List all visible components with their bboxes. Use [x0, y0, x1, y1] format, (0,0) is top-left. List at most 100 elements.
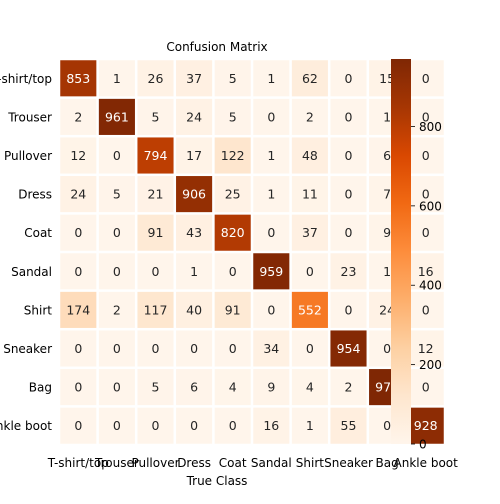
cell-value-label: 23 — [341, 264, 357, 279]
heatmap-cell — [253, 176, 290, 213]
heatmap-cell — [137, 407, 174, 444]
colorbar-tick-label: 800 — [419, 120, 442, 134]
heatmap-cell — [137, 291, 174, 328]
cell-value-label: 1 — [383, 109, 391, 124]
heatmap-cell — [291, 98, 328, 135]
colorbar-tick-label: 200 — [419, 358, 442, 372]
x-tick-label: Coat — [219, 456, 247, 470]
cell-value-label: 0 — [267, 302, 275, 317]
heatmap-cell — [176, 98, 213, 135]
heatmap-cell — [98, 253, 135, 290]
heatmap-cell — [291, 407, 328, 444]
heatmap-cell — [98, 60, 135, 97]
cell-value-label: 2 — [306, 109, 314, 124]
heatmap-cell — [330, 98, 367, 135]
cell-value-label: 5 — [229, 71, 237, 86]
y-tick-labels: T-shirt/top Trouser Pullover Dress Coat Sanda… — [0, 72, 52, 433]
heatmap-cell — [176, 253, 213, 290]
cell-value-label: 11 — [302, 187, 318, 202]
heatmap-cell — [214, 214, 251, 251]
x-tick-label: Bag — [375, 456, 398, 470]
heatmap-cell — [407, 369, 444, 406]
cell-value-label: 62 — [302, 71, 318, 86]
heatmap-cell — [176, 176, 213, 213]
cell-value-label: 0 — [74, 225, 82, 240]
cell-value-label: 0 — [113, 341, 121, 356]
x-axis-label: True Class — [186, 474, 248, 488]
cell-value-label: 0 — [152, 341, 160, 356]
cell-value-label: 12 — [70, 148, 86, 163]
heatmap-cell — [214, 330, 251, 367]
cell-value-label: 5 — [229, 109, 237, 124]
cell-value-label: 40 — [186, 302, 202, 317]
cell-value-label: 0 — [74, 341, 82, 356]
cell-value-label: 91 — [148, 225, 164, 240]
heatmap-cell — [330, 137, 367, 174]
heatmap-cell — [253, 330, 290, 367]
heatmap-cell — [98, 369, 135, 406]
cell-value-label: 24 — [186, 109, 202, 124]
heatmap-cell — [253, 291, 290, 328]
heatmap-cells — [60, 60, 444, 444]
x-tick-label: Pullover — [131, 456, 179, 470]
heatmap-cell — [214, 137, 251, 174]
cell-value-label: 2 — [74, 109, 82, 124]
cell-value-label: 1 — [267, 187, 275, 202]
heatmap-cell — [137, 214, 174, 251]
heatmap-cell — [137, 98, 174, 135]
heatmap-cell — [407, 137, 444, 174]
cell-value-label: 2 — [113, 302, 121, 317]
heatmap-cell — [253, 214, 290, 251]
cell-value-label: 0 — [345, 187, 353, 202]
cell-value-label: 0 — [345, 109, 353, 124]
heatmap-cell — [407, 214, 444, 251]
heatmap-cell — [214, 291, 251, 328]
cell-value-label: 794 — [144, 148, 168, 163]
colorbar — [391, 59, 411, 444]
cell-value-label: 6 — [190, 380, 198, 395]
heatmap-cell — [60, 60, 97, 97]
cell-value-label: 9 — [267, 380, 275, 395]
y-tick-label: Shirt — [24, 303, 52, 317]
cell-value-label: 0 — [422, 71, 430, 86]
y-tick-label: Trouser — [7, 110, 52, 124]
heatmap-cell — [214, 253, 251, 290]
cell-value-label: 16 — [418, 264, 434, 279]
cell-value-label: 0 — [422, 187, 430, 202]
cell-value-label: 1 — [190, 264, 198, 279]
heatmap-cell — [330, 330, 367, 367]
x-tick-label: Ankle boot — [394, 456, 459, 470]
heatmap-cell — [253, 369, 290, 406]
heatmap-cell — [330, 176, 367, 213]
heatmap-cell — [214, 98, 251, 135]
heatmap-cell — [214, 60, 251, 97]
cell-value-label: 0 — [345, 302, 353, 317]
heatmap-cell — [291, 253, 328, 290]
heatmap-cell — [214, 407, 251, 444]
cell-value-label: 17 — [186, 148, 202, 163]
x-tick-label: Dress — [177, 456, 211, 470]
heatmap-cell — [291, 291, 328, 328]
heatmap-cell — [60, 137, 97, 174]
cell-value-label: 4 — [229, 380, 237, 395]
heatmap-cell — [291, 330, 328, 367]
heatmap-cell — [253, 253, 290, 290]
heatmap-cell — [407, 291, 444, 328]
chart-title: Confusion Matrix — [166, 40, 267, 54]
heatmap-cell — [176, 60, 213, 97]
cell-value-label: 0 — [152, 264, 160, 279]
cell-value-label: 5 — [152, 380, 160, 395]
heatmap-cell — [176, 369, 213, 406]
colorbar-tick-label: 400 — [419, 279, 442, 293]
heatmap-cell — [253, 60, 290, 97]
cell-value-label: 961 — [105, 109, 129, 124]
heatmap-cell — [176, 291, 213, 328]
cell-value-label: 0 — [113, 418, 121, 433]
heatmap-cell — [137, 330, 174, 367]
cell-value-label: 1 — [113, 71, 121, 86]
cell-value-label: 34 — [263, 341, 279, 356]
cell-value-label: 0 — [113, 380, 121, 395]
cell-value-label: 25 — [225, 187, 241, 202]
